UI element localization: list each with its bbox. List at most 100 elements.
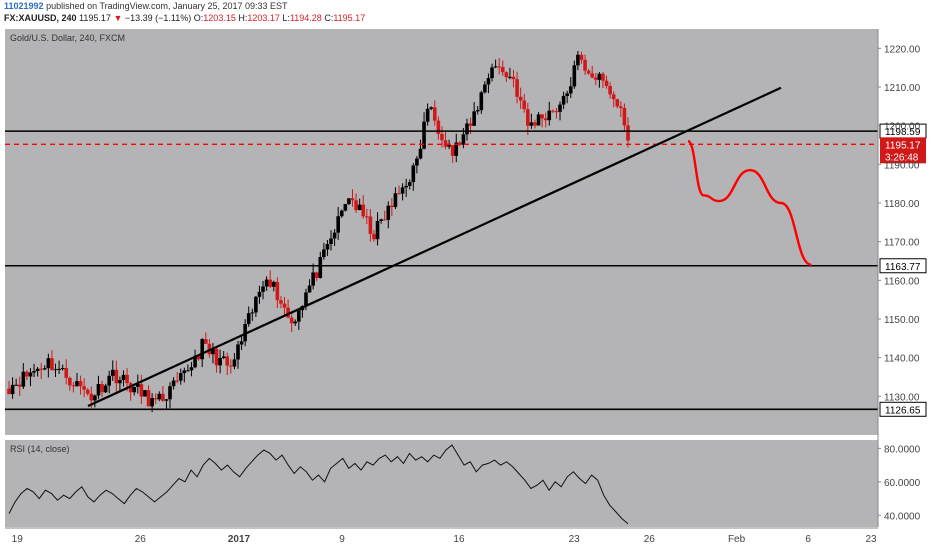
candle-body [107,375,111,386]
rsi-layer [8,444,629,525]
candle-body [207,343,212,355]
candle-body [339,210,344,217]
candle-body [543,118,548,121]
publisher-name[interactable]: 11021992 [4,1,44,11]
candle-body [511,76,516,80]
candle-body [42,368,47,370]
candle-body [93,395,97,401]
last-price: 1195.17 [79,13,111,23]
rsi-plot-panel[interactable] [5,440,878,527]
main-plot-panel[interactable] [5,29,878,435]
candle-body [225,356,230,366]
candle-body [361,204,366,217]
candle-body [157,393,162,400]
y-tick-label: 1160.00 [884,276,920,287]
y-tick-label: 1140.00 [884,354,920,365]
candle-body [415,158,419,166]
candle-body [529,122,534,126]
forecast-path[interactable] [686,139,812,267]
candle-body [393,193,398,208]
x-tick-label: 26 [644,534,656,545]
open-value: 1203.15 [203,13,236,23]
candle-body [365,216,369,218]
candle-body [540,114,544,119]
candle-body [611,94,616,100]
open-label: O: [193,13,204,23]
candle-body [454,142,459,156]
candle-body [547,110,552,121]
candle-body [518,96,523,101]
candle-body [372,233,376,240]
candle-body [561,95,566,105]
candle-body [325,244,330,250]
y-tick-label: 1210.00 [884,83,921,94]
candle-body [153,398,158,400]
candle-body [382,219,387,221]
candle-body [583,59,587,71]
candle-body [447,145,451,147]
candle-body [182,370,187,374]
candle-body [429,107,434,109]
candle-body [186,370,190,372]
candle-body [314,272,319,278]
candle-body [350,198,355,201]
candle-body [586,70,591,74]
rsi-tick-label: 40.0000 [884,511,921,522]
candle-body [504,72,509,78]
candle-body [103,385,108,393]
candle-body [329,238,333,245]
candle-body [239,341,244,345]
candle-body [21,371,26,387]
candle-body [450,145,455,156]
support-trendline[interactable] [87,86,782,407]
candle-body [565,93,569,96]
close-value: 1195.17 [333,13,366,23]
candle-body [64,368,69,378]
candle-body [425,108,430,122]
x-tick-label: 6 [805,534,811,545]
candle-body [50,358,54,370]
candle-body [264,279,269,287]
current-price-label: 1195.17 [885,140,921,151]
candle-body [275,281,280,301]
candle-body [246,313,251,324]
publish-text: published on TradingView.com, January 25… [46,1,288,11]
candle-body [307,285,312,293]
candle-body [515,79,519,97]
candle-body [35,368,40,372]
candle-body [71,385,76,387]
candle-body [622,108,627,126]
candle-body [357,204,362,211]
candle-body [68,377,72,386]
candle-body [475,110,480,112]
candle-body [100,384,104,393]
high-label: H: [238,13,248,23]
candle-body [608,86,612,95]
rsi-tick-label: 60.0000 [884,478,921,489]
candle-body [490,67,494,79]
candle-body [551,110,555,112]
candle-body [597,73,602,80]
candle-body [347,198,351,205]
level-price-badge [879,401,927,417]
candle-body [250,312,255,314]
candle-body [418,148,423,159]
candle-body [604,80,609,87]
x-tick-label: 16 [453,534,465,545]
x-tick-label: 19 [12,534,24,545]
symbol-label: FX:XAUUSD, 240 [4,13,77,23]
high-value: 1203.17 [247,13,280,23]
candle-body [189,367,194,371]
candle-body [193,355,197,368]
levels-layer: 1198.59 1163.77 1126.65 1195.173:26:48 [5,123,927,417]
candle-body [354,200,358,211]
candle-body [289,317,294,324]
candle-body [39,368,44,370]
level-price-label: 1163.77 [885,262,921,273]
level-price-badge [879,258,927,274]
candle-body [161,393,165,401]
x-tick-label: Feb [728,534,746,545]
candle-body [443,140,448,147]
candle-body [297,310,301,322]
